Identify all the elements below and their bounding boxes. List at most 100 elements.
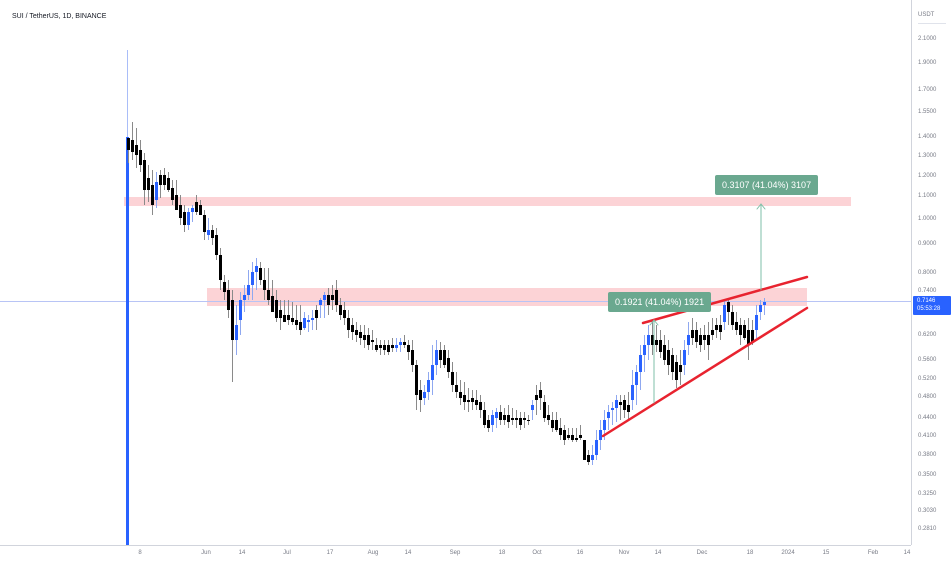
wedge-lower-trendline[interactable] (601, 306, 809, 438)
drawings-layer[interactable] (0, 0, 911, 545)
candle-up (395, 345, 398, 348)
resistance-zone-upper[interactable] (124, 197, 851, 206)
time-tick: 14 (404, 550, 412, 556)
candle-down (551, 420, 554, 428)
time-tick: Jun (201, 550, 211, 556)
candle-down (715, 325, 718, 330)
price-tick: 0.6200 (918, 332, 937, 338)
candle-down (407, 345, 410, 352)
candle-wick (496, 408, 497, 428)
candle-down (219, 255, 222, 280)
candle-down (259, 268, 262, 280)
candle-wick (712, 318, 713, 340)
candle-up (603, 420, 606, 430)
candle-up (207, 230, 210, 235)
time-tick: 14 (903, 550, 911, 556)
time-tick: 2024 (781, 550, 795, 556)
candle-down (739, 325, 742, 335)
candle-down (227, 290, 230, 310)
target-arrow-head-right[interactable] (760, 203, 766, 210)
candle-down (471, 398, 474, 402)
candle-wick (620, 395, 621, 420)
candle-down (267, 290, 270, 300)
candle-wick (764, 298, 765, 315)
candle-down (159, 175, 162, 185)
candle-down (651, 335, 654, 345)
candle-down (467, 400, 470, 402)
candle-down (263, 280, 266, 290)
candle-wick (272, 280, 273, 310)
candle-down (463, 395, 466, 402)
candle-down (275, 300, 278, 318)
candle-down (671, 355, 674, 372)
target-arrow-head-left[interactable] (756, 203, 762, 210)
candle-up (431, 365, 434, 380)
target-measure-label[interactable]: 0.3107 (41.04%) 3107 (715, 175, 819, 195)
candle-down (279, 310, 282, 318)
candle-down (451, 372, 454, 385)
chart-plot-area[interactable]: SUI / TetherUS, 1D, BINANCE 0.3107 (41.0… (0, 0, 911, 545)
price-tick: 0.4100 (918, 433, 937, 439)
candle-down (487, 420, 490, 428)
candle-down (735, 322, 738, 330)
candle-down (131, 140, 134, 152)
candle-down (343, 310, 346, 318)
pole-arrow-head-right[interactable] (653, 319, 659, 326)
candle-down (555, 420, 558, 430)
candle-wick (296, 305, 297, 330)
candle-wick (320, 298, 321, 318)
candle-down (707, 335, 710, 345)
price-tick: 0.5200 (918, 376, 937, 382)
candle-down (375, 345, 378, 350)
candle-down (523, 418, 526, 420)
price-tick: 0.7400 (918, 288, 937, 294)
candle-down (535, 395, 538, 400)
candle-down (679, 365, 682, 372)
candle-wick (524, 412, 525, 428)
price-tick: 0.9000 (918, 241, 937, 247)
candle-down (335, 290, 338, 305)
price-tick: 1.4000 (918, 134, 937, 140)
wedge-upper-trendline[interactable] (641, 275, 809, 325)
candle-up (755, 315, 758, 330)
candle-down (727, 302, 730, 312)
candle-down (479, 402, 482, 410)
candle-down (519, 418, 522, 425)
candle-down (515, 418, 518, 420)
candle-up (595, 440, 598, 455)
candle-up (615, 400, 618, 408)
candle-up (243, 295, 246, 300)
price-axis[interactable]: USDT 2.1000 1.9000 1.7000 1.5500 1.4000 1.300… (911, 0, 952, 545)
candle-down (223, 282, 226, 292)
candle-up (491, 415, 494, 425)
candle-up (251, 272, 254, 285)
candle-down (315, 310, 318, 318)
current-price-value: 0.7146 (917, 298, 936, 304)
vertical-marker-line[interactable] (126, 137, 129, 545)
candle-wick (576, 428, 577, 442)
time-tick: 8 (138, 550, 142, 556)
candle-down (527, 420, 530, 421)
candle-up (247, 285, 250, 295)
candle-down (379, 345, 382, 348)
candle-wick (400, 338, 401, 352)
time-axis[interactable]: 8 Jun 14 Jul 17 Aug 14 Sep 18 Oct 16 Nov 14 Dec 18 2024… (0, 545, 911, 571)
candle-down (567, 435, 570, 438)
candle-up (607, 412, 610, 418)
pole-measure-label[interactable]: 0.1921 (41.04%) 1921 (608, 292, 712, 312)
candle-down (719, 325, 722, 332)
candle-up (255, 266, 258, 272)
candle-down (383, 345, 386, 350)
candle-down (183, 212, 186, 225)
candle-up (723, 305, 726, 322)
candle-down (695, 330, 698, 342)
candle-wick (512, 408, 513, 425)
pole-arrow-head-left[interactable] (649, 319, 655, 326)
candle-down (211, 230, 214, 238)
candle-up (531, 405, 534, 410)
candle-up (187, 212, 190, 225)
time-tick: 16 (576, 550, 584, 556)
time-tick: Aug (367, 550, 379, 556)
candle-down (571, 435, 574, 440)
candle-down (543, 402, 546, 418)
